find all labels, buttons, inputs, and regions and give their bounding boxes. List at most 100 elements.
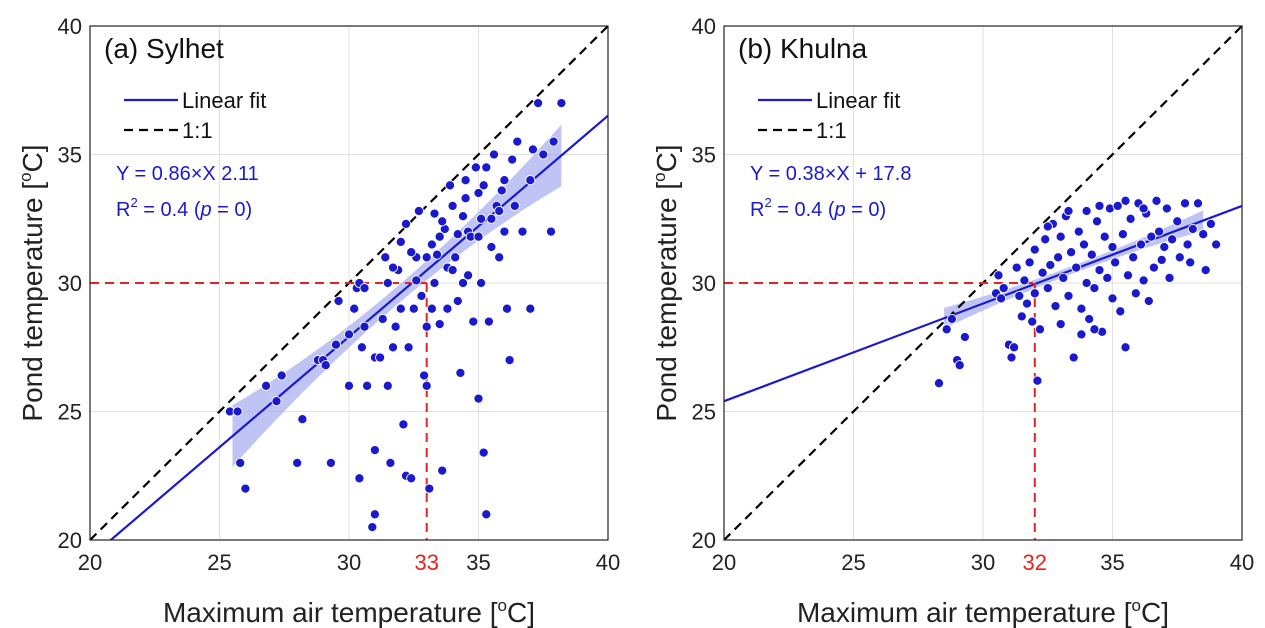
data-point [488, 149, 500, 160]
legend-one-to-one-label: 1:1 [182, 118, 213, 143]
y-tick-label: 35 [692, 143, 716, 168]
panel-title: (a) Sylhet [104, 33, 224, 64]
data-point [525, 303, 536, 314]
data-point [494, 205, 505, 217]
y-tick-label: 40 [692, 14, 716, 39]
data-point [1016, 311, 1027, 322]
data-point [421, 252, 432, 263]
y-axis-label: Pond temperature [oC] [650, 144, 682, 421]
data-point [413, 205, 424, 217]
data-point [1200, 265, 1211, 276]
data-point [424, 483, 435, 494]
x-tick-label: 35 [466, 550, 490, 575]
data-point [1058, 272, 1069, 283]
r-squared-rest: = 0.4 ( [138, 199, 201, 221]
y-tick-label: 30 [692, 271, 716, 296]
data-point [473, 231, 484, 242]
data-point [998, 283, 1009, 294]
data-point [1107, 293, 1118, 304]
data-point [1117, 229, 1128, 240]
data-point [1138, 275, 1149, 286]
data-point [1164, 272, 1175, 283]
x-tick-label: 40 [596, 550, 620, 575]
data-point [941, 324, 952, 335]
data-point [333, 295, 344, 307]
data-point [343, 329, 355, 340]
y-axis-label-sup: o [650, 172, 669, 181]
legend: Linear fit 1:1 [758, 88, 900, 143]
axes-frame [89, 25, 609, 541]
data-point [993, 270, 1004, 281]
data-point [1032, 375, 1043, 386]
data-point [1011, 262, 1022, 273]
x-axis-label: Maximum air temperature [oC] [797, 596, 1169, 628]
y-tick-label: 20 [692, 528, 716, 553]
y-axis-label-sup: o [16, 172, 35, 181]
legend: Linear fit 1:1 [124, 88, 266, 143]
data-point [444, 180, 456, 191]
data-point [421, 321, 432, 332]
data-point [1024, 257, 1035, 268]
data-point [292, 457, 303, 468]
data-point [437, 216, 448, 227]
data-point [369, 445, 380, 456]
data-point [434, 319, 445, 330]
data-point [1154, 226, 1165, 237]
data-points [933, 195, 1222, 389]
x-axis-label-sup: o [1132, 596, 1141, 615]
x-axis-label-end: C] [507, 597, 535, 628]
data-point [959, 331, 970, 343]
data-point [933, 378, 945, 389]
y-axis-label-end: C] [651, 144, 682, 172]
data-point [455, 367, 466, 378]
r-squared-p: p [834, 199, 846, 221]
r-squared-prefix: R [116, 199, 130, 221]
data-point [387, 262, 399, 273]
data-point [382, 277, 393, 289]
x-tick-label: 40 [1230, 550, 1254, 575]
data-point [261, 380, 272, 391]
r-squared-end: = 0) [846, 199, 887, 221]
data-point [235, 457, 246, 468]
data-point [297, 414, 308, 425]
data-point [1172, 216, 1183, 227]
x-tick-label: 35 [1100, 550, 1124, 575]
y-tick-label: 40 [58, 14, 82, 39]
data-point [1128, 252, 1139, 263]
data-point [426, 303, 437, 314]
data-point [470, 162, 481, 173]
data-point [463, 270, 474, 281]
data-point [367, 522, 378, 533]
data-point [1068, 352, 1079, 363]
data-point [460, 175, 471, 186]
data-point [1063, 290, 1074, 301]
data-point [1006, 352, 1017, 363]
data-point [538, 149, 549, 160]
r-squared-prefix: R [750, 199, 764, 221]
data-point [1029, 288, 1040, 299]
data-point [1089, 324, 1100, 335]
data-point [432, 249, 443, 260]
data-point [271, 396, 282, 407]
data-point [468, 316, 479, 327]
data-point [1071, 262, 1082, 273]
data-point [1078, 239, 1090, 250]
data-point [330, 339, 342, 350]
data-point [1120, 342, 1131, 353]
data-point [375, 352, 386, 363]
x-axis-label: Maximum air temperature [oC] [163, 596, 535, 628]
r-squared-end: = 0) [212, 199, 253, 221]
data-point [494, 252, 505, 263]
data-point [369, 509, 380, 520]
data-point [946, 313, 957, 325]
data-point [507, 154, 518, 165]
axes-frame [723, 25, 1243, 541]
data-point [1107, 241, 1118, 253]
r-squared-p: p [200, 199, 212, 221]
y-axis-label-main: Pond temperature [ [17, 182, 48, 422]
y-axis-label: Pond temperature [oC] [16, 144, 48, 421]
data-point [429, 208, 440, 219]
data-point [447, 265, 458, 276]
data-point [1130, 288, 1141, 299]
data-point [476, 277, 487, 289]
